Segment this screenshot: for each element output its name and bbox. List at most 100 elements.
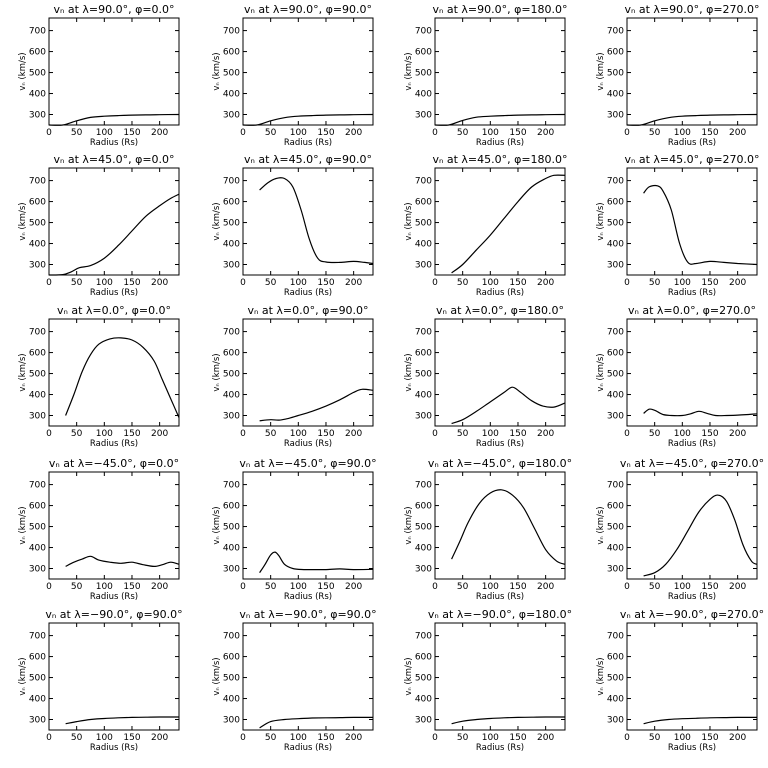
y-tick-label: 600 <box>223 198 240 208</box>
x-tick-label: 50 <box>649 429 661 439</box>
y-tick-label: 600 <box>415 198 432 208</box>
chart-panel-1: vₙ at λ=90.0°, φ=0.0° 0 50 100 150 200 300 400 5… <box>18 3 180 148</box>
x-axis-label: Radius (Rs) <box>90 138 138 148</box>
y-axis-label: vₙ (km/s) <box>404 353 414 391</box>
y-tick-label: 700 <box>223 632 240 642</box>
series-line <box>48 113 180 126</box>
y-tick-label: 700 <box>223 481 240 491</box>
y-tick-label: 600 <box>29 502 46 512</box>
series-line <box>259 716 373 729</box>
plot-frame <box>434 622 566 731</box>
panel-title: vₙ at λ=90.0°, φ=270.0° <box>624 3 759 16</box>
x-tick-label: 50 <box>71 128 83 138</box>
y-tick-label: 500 <box>223 523 240 533</box>
y-tick-label: 600 <box>415 653 432 663</box>
panel-title: vₙ at λ=45.0°, φ=270.0° <box>624 153 759 166</box>
x-tick-label: 150 <box>317 582 334 592</box>
y-tick-label: 300 <box>223 565 240 575</box>
x-tick-label: 150 <box>701 733 718 743</box>
panel-title: vₙ at λ=−90.0°, φ=180.0° <box>428 608 572 621</box>
panel-title: vₙ at λ=0.0°, φ=270.0° <box>628 304 756 317</box>
x-axis-label: Radius (Rs) <box>668 439 716 449</box>
y-tick-label: 400 <box>415 695 432 705</box>
x-tick-label: 100 <box>674 429 691 439</box>
y-tick-label: 700 <box>607 328 624 338</box>
y-tick-label: 700 <box>415 632 432 642</box>
panel-title: vₙ at λ=−45.0°, φ=90.0° <box>239 457 376 470</box>
y-axis-label: vₙ (km/s) <box>18 506 28 544</box>
x-tick-label: 200 <box>729 582 746 592</box>
x-tick-label: 200 <box>729 733 746 743</box>
series-line <box>48 193 180 276</box>
x-tick-label: 0 <box>624 278 630 288</box>
x-tick-label: 200 <box>537 278 554 288</box>
x-tick-label: 0 <box>624 582 630 592</box>
x-tick-label: 50 <box>71 582 83 592</box>
x-tick-label: 50 <box>265 278 277 288</box>
x-tick-label: 0 <box>46 733 52 743</box>
y-tick-label: 700 <box>415 481 432 491</box>
x-axis-label: Radius (Rs) <box>90 592 138 602</box>
y-tick-label: 500 <box>415 674 432 684</box>
x-tick-label: 200 <box>537 128 554 138</box>
y-tick-label: 300 <box>223 261 240 271</box>
y-tick-label: 300 <box>29 565 46 575</box>
y-tick-label: 600 <box>223 653 240 663</box>
x-tick-label: 100 <box>290 733 307 743</box>
chart-panel-10: vₙ at λ=0.0°, φ=90.0° 0 50 100 150 200 300 400 5… <box>212 304 374 449</box>
x-tick-label: 150 <box>509 582 526 592</box>
x-tick-label: 50 <box>265 429 277 439</box>
y-tick-label: 300 <box>415 111 432 121</box>
x-axis-label: Radius (Rs) <box>90 288 138 298</box>
series-line <box>643 184 758 266</box>
x-tick-label: 150 <box>701 429 718 439</box>
y-tick-label: 400 <box>415 90 432 100</box>
y-tick-label: 500 <box>29 219 46 229</box>
plot-frame <box>626 471 758 580</box>
y-tick-label: 600 <box>415 349 432 359</box>
panel-title: vₙ at λ=−45.0°, φ=180.0° <box>428 457 572 470</box>
y-tick-label: 700 <box>223 177 240 187</box>
x-axis-label: Radius (Rs) <box>476 138 524 148</box>
y-axis-label: vₙ (km/s) <box>212 202 222 240</box>
y-axis-label: vₙ (km/s) <box>212 657 222 695</box>
y-tick-label: 400 <box>29 90 46 100</box>
y-tick-label: 300 <box>607 111 624 121</box>
y-tick-label: 600 <box>607 653 624 663</box>
x-tick-label: 50 <box>649 128 661 138</box>
x-tick-label: 150 <box>509 733 526 743</box>
y-tick-label: 700 <box>29 328 46 338</box>
plot-frame <box>48 167 180 276</box>
y-axis-label: vₙ (km/s) <box>18 353 28 391</box>
y-tick-label: 500 <box>415 370 432 380</box>
series-line <box>643 494 758 577</box>
plot-frame <box>626 318 758 427</box>
x-tick-label: 0 <box>240 429 246 439</box>
x-tick-label: 50 <box>649 582 661 592</box>
x-tick-label: 150 <box>317 733 334 743</box>
x-tick-label: 0 <box>240 582 246 592</box>
panel-title: vₙ at λ=0.0°, φ=0.0° <box>57 304 171 317</box>
x-tick-label: 150 <box>701 582 718 592</box>
x-tick-label: 0 <box>432 733 438 743</box>
y-tick-label: 600 <box>415 502 432 512</box>
plot-frame <box>626 167 758 276</box>
y-tick-label: 700 <box>607 27 624 37</box>
y-axis-label: vₙ (km/s) <box>596 52 606 90</box>
chart-panel-4: vₙ at λ=90.0°, φ=270.0° 0 50 100 150 200 300 40… <box>596 3 760 148</box>
y-tick-label: 500 <box>415 219 432 229</box>
x-tick-label: 150 <box>317 429 334 439</box>
y-tick-label: 400 <box>415 391 432 401</box>
chart-panel-14: vₙ at λ=−45.0°, φ=90.0° 0 50 100 150 200 300 40… <box>212 457 377 602</box>
y-tick-label: 500 <box>607 674 624 684</box>
panel-title: vₙ at λ=45.0°, φ=90.0° <box>244 153 372 166</box>
x-tick-label: 200 <box>151 429 168 439</box>
y-tick-label: 600 <box>29 653 46 663</box>
x-tick-label: 150 <box>509 128 526 138</box>
x-tick-label: 0 <box>624 429 630 439</box>
x-axis-label: Radius (Rs) <box>284 138 332 148</box>
x-tick-label: 100 <box>290 429 307 439</box>
y-tick-label: 300 <box>29 412 46 422</box>
panel-title: vₙ at λ=−90.0°, φ=90.0° <box>45 608 182 621</box>
